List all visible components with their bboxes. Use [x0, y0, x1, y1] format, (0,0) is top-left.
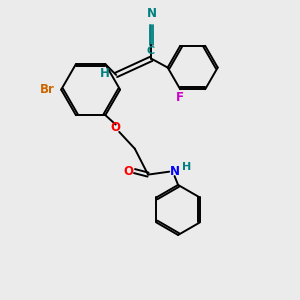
Text: C: C — [147, 46, 155, 56]
Text: O: O — [123, 165, 133, 178]
Text: O: O — [111, 121, 121, 134]
Text: N: N — [169, 165, 180, 178]
Text: F: F — [176, 91, 184, 104]
Text: H: H — [182, 162, 191, 172]
Text: Br: Br — [40, 83, 55, 96]
Text: N: N — [146, 8, 157, 20]
Text: H: H — [100, 67, 110, 80]
